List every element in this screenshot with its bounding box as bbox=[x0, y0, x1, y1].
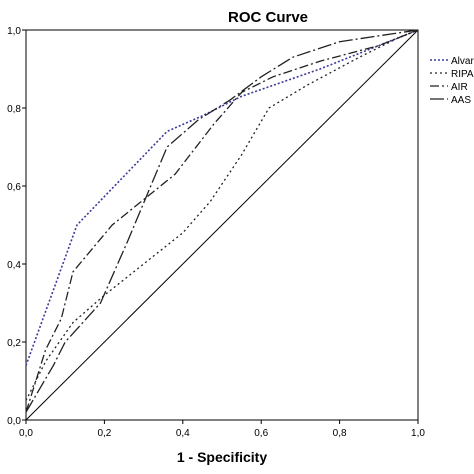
y-tick-label: 0,8 bbox=[7, 104, 21, 115]
x-tick-label: 0,8 bbox=[333, 428, 347, 439]
legend: Alvar RIPA AIR AAS bbox=[430, 56, 474, 106]
y-tick-label: 0,6 bbox=[7, 182, 21, 193]
series-lines bbox=[25, 29, 419, 413]
x-axis-ticks: 0,0 0,2 0,4 0,6 0,8 1,0 bbox=[19, 420, 425, 439]
x-tick-label: 1,0 bbox=[411, 428, 425, 439]
legend-label-alvarado: Alvar bbox=[451, 56, 474, 67]
legend-label-ripasa: RIPA bbox=[451, 69, 474, 80]
x-tick-label: 0,2 bbox=[97, 428, 111, 439]
y-axis-ticks: 0,0 0,2 0,4 0,6 0,8 1,0 bbox=[7, 26, 26, 427]
reference-diagonal bbox=[25, 29, 419, 421]
y-tick-label: 0,4 bbox=[7, 260, 21, 271]
chart-title: ROC Curve bbox=[228, 9, 308, 26]
y-tick-label: 0,0 bbox=[7, 416, 21, 427]
series-line-ripasa bbox=[25, 29, 419, 401]
x-tick-label: 0,6 bbox=[254, 428, 268, 439]
series-line-aas bbox=[25, 29, 419, 413]
y-tick-label: 1,0 bbox=[7, 26, 21, 37]
series-line-alvarado bbox=[25, 29, 419, 366]
x-axis-label: 1 - Specificity bbox=[177, 449, 267, 465]
legend-label-air: AIR bbox=[451, 82, 468, 93]
series-line-air bbox=[25, 29, 419, 413]
x-tick-label: 0,0 bbox=[19, 428, 33, 439]
x-tick-label: 0,4 bbox=[176, 428, 190, 439]
y-tick-label: 0,2 bbox=[7, 338, 21, 349]
plot-area bbox=[25, 29, 419, 421]
legend-label-aas: AAS bbox=[451, 95, 471, 106]
